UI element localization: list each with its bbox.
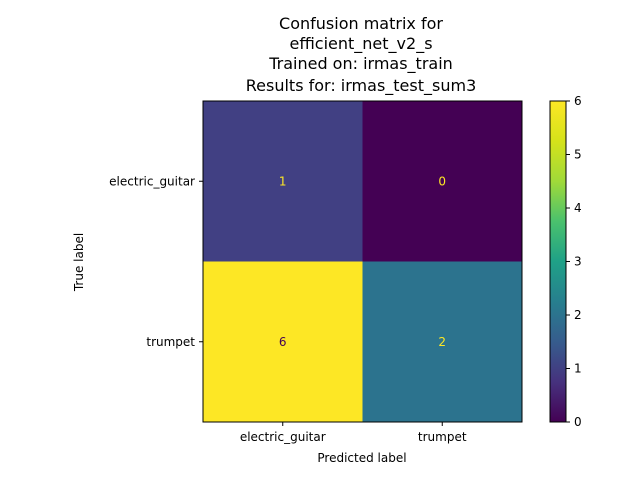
matrix-cell-value: 2 <box>438 335 446 349</box>
x-tick-label: trumpet <box>418 430 467 444</box>
chart-title-line-4: Results for: irmas_test_sum3 <box>246 76 477 96</box>
colorbar-tick-label: 0 <box>574 415 582 429</box>
y-tick-label: trumpet <box>146 335 195 349</box>
matrix-cell-value: 1 <box>279 174 287 188</box>
y-tick-label: electric_guitar <box>109 174 195 188</box>
x-axis-ticks: electric_guitar trumpet <box>240 422 467 444</box>
matrix-cell <box>203 101 363 262</box>
colorbar-tick-label: 3 <box>574 255 582 269</box>
colorbar-tick-label: 1 <box>574 362 582 376</box>
chart-title-line-1: Confusion matrix for <box>279 14 443 33</box>
colorbar-tick-label: 2 <box>574 308 582 322</box>
matrix-cell-value: 0 <box>438 174 446 188</box>
chart-title-line-2: efficient_net_v2_s <box>289 34 432 54</box>
colorbar-tick-label: 4 <box>574 201 582 215</box>
plot-frame <box>202 100 523 423</box>
colorbar-tick-label: 6 <box>574 94 582 108</box>
matrix-cell <box>362 261 523 423</box>
chart-title-line-3: Trained on: irmas_train <box>268 54 453 74</box>
matrix-cell <box>362 101 523 262</box>
matrix-cell-value: 6 <box>279 335 287 349</box>
y-axis-label: True label <box>72 233 86 292</box>
matrix-cell-labels: 1 06 2 <box>279 174 446 349</box>
x-axis-label: Predicted label <box>317 451 406 465</box>
colorbar-tick-label: 5 <box>574 148 582 162</box>
colorbar-ticks: 0 1 2 3 4 5 6 <box>566 94 582 429</box>
colorbar <box>549 100 567 423</box>
x-tick-label: electric_guitar <box>240 430 326 444</box>
matrix-cell <box>203 261 363 423</box>
matrix-cells <box>203 101 523 423</box>
